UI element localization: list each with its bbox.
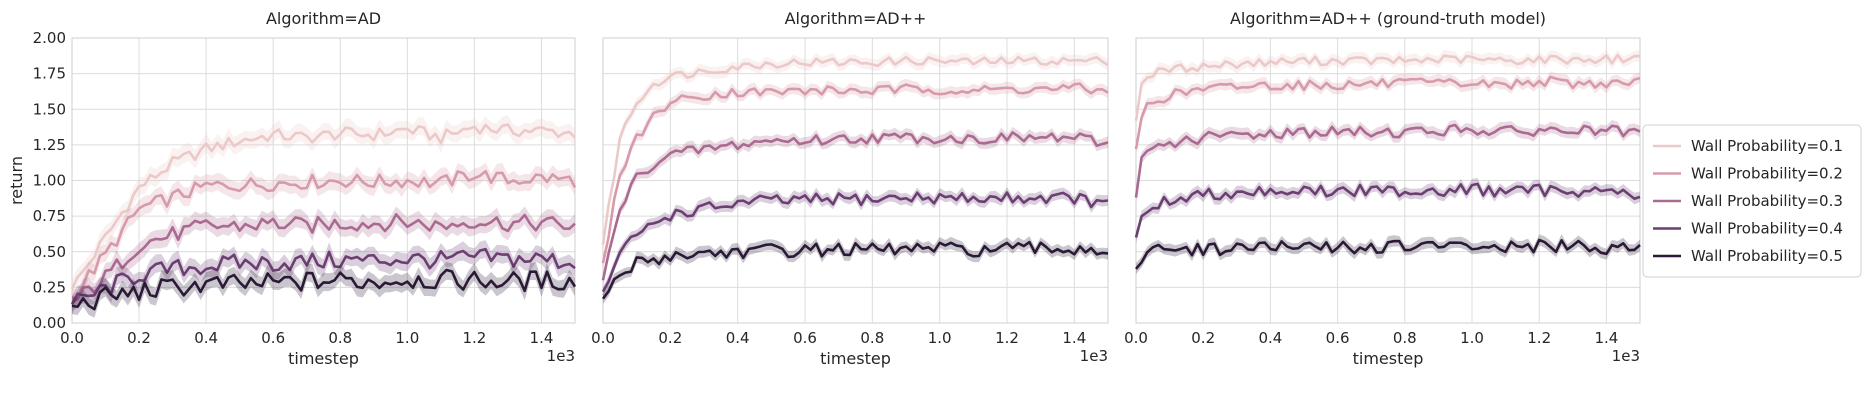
x-offset-label: 1e3 bbox=[1080, 347, 1108, 365]
legend-label: Wall Probability=0.3 bbox=[1691, 192, 1843, 210]
legend-entry: Wall Probability=0.2 bbox=[1653, 165, 1843, 183]
x-tick-label: 0.8 bbox=[1393, 329, 1417, 347]
x-tick-label: 1.0 bbox=[928, 329, 952, 347]
legend-entry: Wall Probability=0.1 bbox=[1653, 137, 1843, 155]
grid bbox=[602, 37, 1108, 324]
y-tick-label: 0.25 bbox=[33, 278, 66, 296]
legend-label: Wall Probability=0.1 bbox=[1691, 137, 1843, 155]
x-tick-label: 1.2 bbox=[995, 329, 1019, 347]
panel-title: Algorithm=AD bbox=[266, 9, 381, 28]
series-line bbox=[1134, 182, 1641, 238]
x-axis-title: timestep bbox=[820, 349, 891, 368]
legend-entry: Wall Probability=0.4 bbox=[1653, 220, 1843, 238]
y-tick-label: 1.25 bbox=[33, 136, 66, 154]
plot-frame bbox=[1135, 37, 1641, 324]
x-tick-label: 0.2 bbox=[658, 329, 682, 347]
axes: 0.0 0.2 0.4 0.6 0.8 1.0 1.2 1.4 timestep 1e3 bbox=[591, 329, 1108, 368]
panel-3: 0.0 0.2 0.4 0.6 0.8 1.0 1.2 1.4 timestep 1e3 Algor… bbox=[1124, 9, 1641, 368]
legend: Wall Probability=0.1 Wall Probability=0.2… bbox=[1642, 124, 1862, 278]
series-line bbox=[1134, 123, 1641, 198]
x-tick-label: 0.4 bbox=[1258, 329, 1282, 347]
series-line bbox=[1134, 75, 1641, 150]
confidence-band bbox=[72, 162, 575, 306]
legend-entry: Wall Probability=0.5 bbox=[1653, 247, 1843, 265]
x-tick-label: 0.6 bbox=[793, 329, 817, 347]
axes: 0.0 0.2 0.4 0.6 0.8 1.0 1.2 1.4 0.00 0.25 0.50 0.75… bbox=[7, 29, 575, 368]
plot-frame bbox=[71, 37, 576, 324]
x-tick-label: 0.4 bbox=[194, 329, 218, 347]
x-tick-label: 0.4 bbox=[726, 329, 750, 347]
confidence-band bbox=[603, 127, 1108, 286]
series-line bbox=[601, 240, 1109, 300]
confidence-band bbox=[1136, 234, 1640, 275]
x-tick-label: 1.4 bbox=[1594, 329, 1618, 347]
x-tick-label: 1.4 bbox=[530, 329, 554, 347]
confidence-band bbox=[72, 206, 575, 311]
series-line bbox=[70, 247, 576, 306]
legend-label: Wall Probability=0.4 bbox=[1691, 220, 1843, 238]
x-tick-label: 0.0 bbox=[591, 329, 615, 347]
x-tick-label: 0.2 bbox=[1191, 329, 1215, 347]
confidence-band bbox=[1136, 177, 1640, 244]
x-tick-label: 0.8 bbox=[860, 329, 884, 347]
x-axis-title: timestep bbox=[288, 349, 359, 368]
series-line bbox=[71, 268, 577, 311]
x-tick-label: 0.2 bbox=[127, 329, 151, 347]
confidence-band bbox=[72, 261, 575, 318]
series-line bbox=[601, 82, 1109, 264]
series-group bbox=[601, 50, 1109, 304]
x-axis-title: timestep bbox=[1353, 349, 1424, 368]
confidence-band bbox=[72, 114, 575, 297]
x-tick-label: 0.6 bbox=[1326, 329, 1350, 347]
x-tick-label: 1.2 bbox=[1527, 329, 1551, 347]
series-line bbox=[71, 169, 577, 299]
legend-label: Wall Probability=0.2 bbox=[1691, 165, 1843, 183]
legend-entry: Wall Probability=0.3 bbox=[1653, 192, 1843, 210]
plot-frame bbox=[602, 37, 1109, 324]
y-tick-label: 0.75 bbox=[33, 207, 66, 225]
series-group bbox=[1134, 49, 1641, 275]
series-line bbox=[1134, 53, 1641, 121]
panels: 0.0 0.2 0.4 0.6 0.8 1.0 1.2 1.4 0.00 0.25 0.50 0.75… bbox=[7, 9, 1641, 368]
x-tick-label: 0.6 bbox=[261, 329, 285, 347]
x-tick-label: 0.8 bbox=[328, 329, 352, 347]
y-tick-label: 1.00 bbox=[33, 172, 66, 190]
y-tick-label: 2.00 bbox=[33, 29, 66, 47]
panel-2: 0.0 0.2 0.4 0.6 0.8 1.0 1.2 1.4 timestep 1e3 Algor… bbox=[591, 9, 1109, 368]
y-tick-label: 1.50 bbox=[33, 100, 66, 118]
series-line bbox=[1135, 238, 1641, 270]
confidence-band bbox=[1136, 49, 1640, 126]
y-tick-label: 0.50 bbox=[33, 243, 66, 261]
confidence-band bbox=[1136, 71, 1640, 155]
axes: 0.0 0.2 0.4 0.6 0.8 1.0 1.2 1.4 timestep 1e3 bbox=[1124, 329, 1640, 368]
legend-box bbox=[1642, 124, 1862, 278]
x-tick-label: 1.0 bbox=[1460, 329, 1484, 347]
legend-label: Wall Probability=0.5 bbox=[1691, 247, 1843, 265]
confidence-band bbox=[603, 187, 1108, 298]
y-axis-title: return bbox=[7, 156, 26, 205]
series-line bbox=[601, 191, 1109, 293]
x-tick-label: 1.4 bbox=[1062, 329, 1086, 347]
x-offset-label: 1e3 bbox=[547, 347, 575, 365]
x-offset-label: 1e3 bbox=[1612, 347, 1640, 365]
x-tick-label: 0.0 bbox=[60, 329, 84, 347]
x-tick-label: 1.0 bbox=[395, 329, 419, 347]
series-line bbox=[601, 131, 1109, 281]
series-group bbox=[70, 114, 577, 318]
y-tick-label: 0.00 bbox=[33, 314, 66, 332]
panel-title: Algorithm=AD++ (ground-truth model) bbox=[1230, 9, 1546, 28]
series-line bbox=[71, 213, 576, 305]
series-line bbox=[601, 55, 1109, 245]
panel-1: 0.0 0.2 0.4 0.6 0.8 1.0 1.2 1.4 0.00 0.25 0.50 0.75… bbox=[7, 9, 577, 368]
series-line bbox=[70, 123, 576, 290]
x-tick-label: 1.2 bbox=[462, 329, 486, 347]
panel-title: Algorithm=AD++ bbox=[785, 9, 927, 28]
x-tick-label: 0.0 bbox=[1124, 329, 1148, 347]
y-tick-label: 1.75 bbox=[33, 65, 66, 83]
confidence-band bbox=[1136, 119, 1640, 203]
